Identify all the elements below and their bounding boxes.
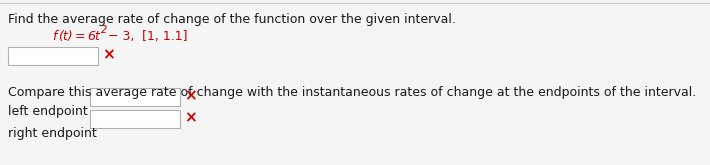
Bar <box>8 47 98 65</box>
Text: 6t: 6t <box>87 30 100 43</box>
Text: − 3,: − 3, <box>108 30 134 43</box>
Text: ×: × <box>102 48 115 63</box>
Text: ×: × <box>184 88 197 103</box>
Text: [1, 1.1]: [1, 1.1] <box>142 30 187 43</box>
Text: left endpoint: left endpoint <box>8 105 88 118</box>
Bar <box>90 88 180 106</box>
Text: 2: 2 <box>101 25 107 35</box>
Text: =: = <box>75 30 86 43</box>
Text: f: f <box>52 30 56 43</box>
Text: Find the average rate of change of the function over the given interval.: Find the average rate of change of the f… <box>8 13 456 26</box>
Text: right endpoint: right endpoint <box>8 127 97 140</box>
Text: Compare this average rate of change with the instantaneous rates of change at th: Compare this average rate of change with… <box>8 86 697 99</box>
Bar <box>90 110 180 128</box>
Text: ×: × <box>184 111 197 126</box>
Text: (t): (t) <box>58 30 72 43</box>
